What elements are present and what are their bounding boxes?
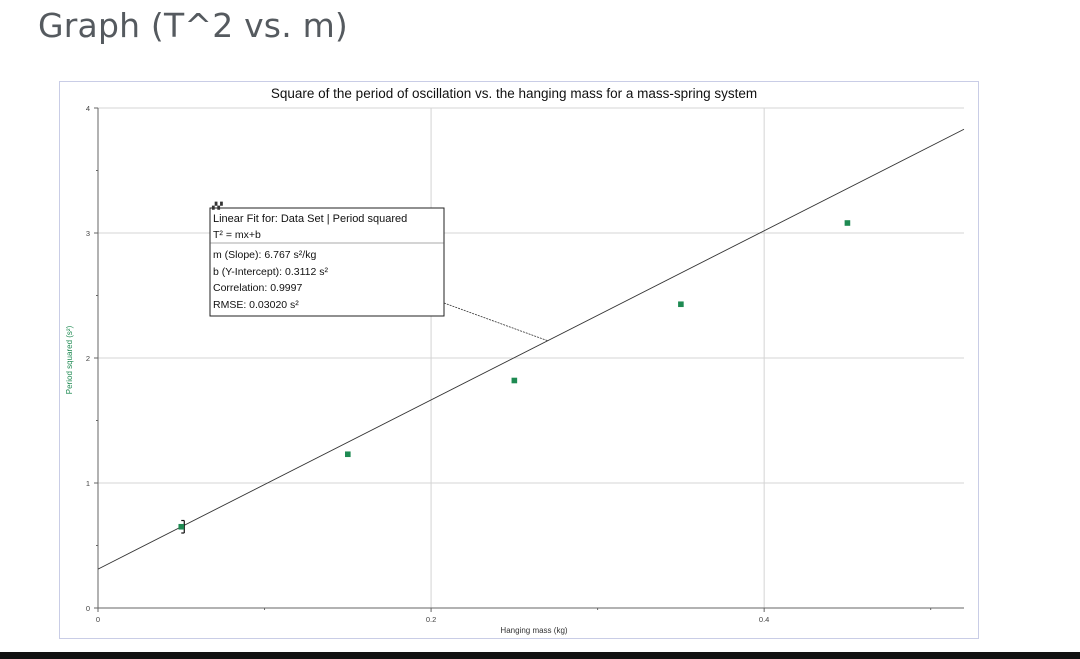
- error-bar: [181, 519, 185, 534]
- data-point: [844, 220, 851, 226]
- bottom-border-bar: [0, 652, 1080, 659]
- tick-labels: 0 1 2 3 4 0 0.2 0.4: [86, 104, 770, 624]
- y-tick-label: 1: [86, 479, 90, 488]
- fit-annotation-box[interactable]: ▞▞ Linear Fit for: Data Set | Period squ…: [209, 201, 445, 317]
- data-point: [678, 301, 684, 308]
- data-point: [511, 377, 518, 384]
- fit-slope: m (Slope): 6.767 s²/kg: [213, 249, 316, 261]
- page-heading: Graph (T^2 vs. m): [38, 6, 349, 45]
- x-tick-label: 0.4: [759, 615, 769, 624]
- y-tick-label: 4: [86, 104, 90, 113]
- y-tick-label: 0: [86, 604, 90, 613]
- chart-title: Square of the period of oscillation vs. …: [271, 86, 757, 101]
- fit-intercept: b (Y-Intercept): 0.3112 s²: [213, 266, 328, 278]
- axes: [94, 107, 964, 612]
- data-point: [178, 523, 185, 530]
- fit-box-icon: ▞▞: [211, 201, 223, 210]
- linear-fit-line: [97, 128, 965, 570]
- x-tick-label: 0: [96, 615, 100, 624]
- grid: [98, 107, 964, 608]
- x-axis-label: Hanging mass (kg): [500, 626, 567, 635]
- chart-svg: Square of the period of oscillation vs. …: [65, 86, 1018, 635]
- y-tick-label: 2: [86, 354, 90, 363]
- chart-frame: Square of the period of oscillation vs. …: [59, 81, 1018, 639]
- fit-rmse: RMSE: 0.03020 s²: [213, 299, 299, 311]
- y-axis-label: Period squared (s²): [65, 325, 74, 394]
- x-tick-label: 0.2: [426, 615, 436, 624]
- fit-line-layer: [97, 128, 965, 570]
- fit-correlation: Correlation: 0.9997: [213, 282, 302, 294]
- data-point: [345, 451, 351, 458]
- y-tick-label: 3: [86, 229, 90, 238]
- fit-equation: T² = mx+b: [213, 229, 261, 241]
- annotation-leader-line: [443, 302, 548, 342]
- fit-header: Linear Fit for: Data Set | Period square…: [213, 213, 407, 225]
